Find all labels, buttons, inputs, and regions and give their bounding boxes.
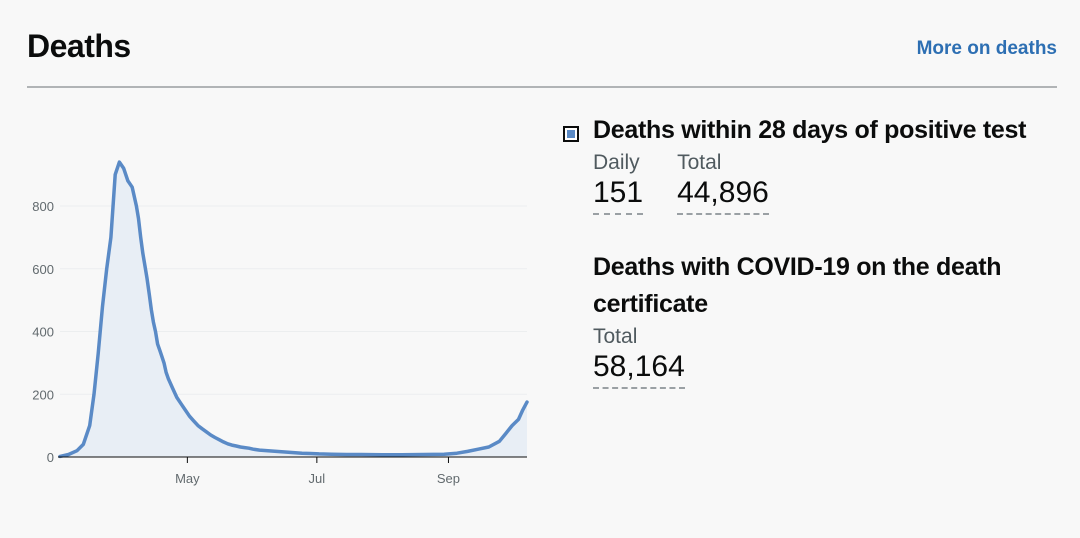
stat-value-certificate-total[interactable]: 58,164 (593, 349, 685, 390)
stat-daily: Daily 151 (593, 150, 644, 216)
more-on-deaths-link[interactable]: More on deaths (916, 38, 1057, 59)
stat-value-daily[interactable]: 151 (593, 175, 644, 216)
section-title: Deaths (27, 28, 131, 64)
series-area (60, 162, 527, 457)
x-tick-label: May (175, 471, 200, 486)
y-tick-label: 600 (32, 262, 54, 277)
stats-death-certificate: Total 58,164 (593, 324, 1063, 390)
metric-deaths-28-days: Deaths within 28 days of positive test (563, 112, 1063, 148)
metric-title-28-days: Deaths within 28 days of positive test (593, 116, 1027, 144)
metric-death-certificate: Deaths with COVID-19 on the death certif… (563, 249, 1063, 390)
series-line (58, 160, 529, 459)
metric-title-death-certificate: Deaths with COVID-19 on the death certif… (593, 253, 1002, 318)
stat-label: Total (593, 324, 638, 348)
x-tick-label: Sep (437, 471, 460, 486)
y-tick-label: 800 (32, 199, 54, 214)
stat-total: Total 44,896 (677, 150, 769, 216)
y-tick-label: 400 (32, 325, 54, 340)
stats-28-days: Daily 151 Total 44,896 (593, 150, 1063, 216)
stat-label: Daily (593, 151, 640, 175)
stat-total: Total 58,164 (593, 324, 685, 390)
stat-label: Total (677, 151, 722, 175)
x-tick-label: Jul (309, 471, 326, 486)
y-tick-label: 0 (47, 450, 54, 465)
metrics-panel: Deaths within 28 days of positive test D… (563, 112, 1063, 390)
deaths-chart: 0 200 400 600 800 May Jul Sep (32, 160, 529, 486)
section-header: Deaths More on deaths (27, 0, 1057, 88)
legend-swatch (563, 126, 579, 142)
stat-value-total[interactable]: 44,896 (677, 175, 769, 216)
y-tick-label: 200 (32, 387, 54, 402)
